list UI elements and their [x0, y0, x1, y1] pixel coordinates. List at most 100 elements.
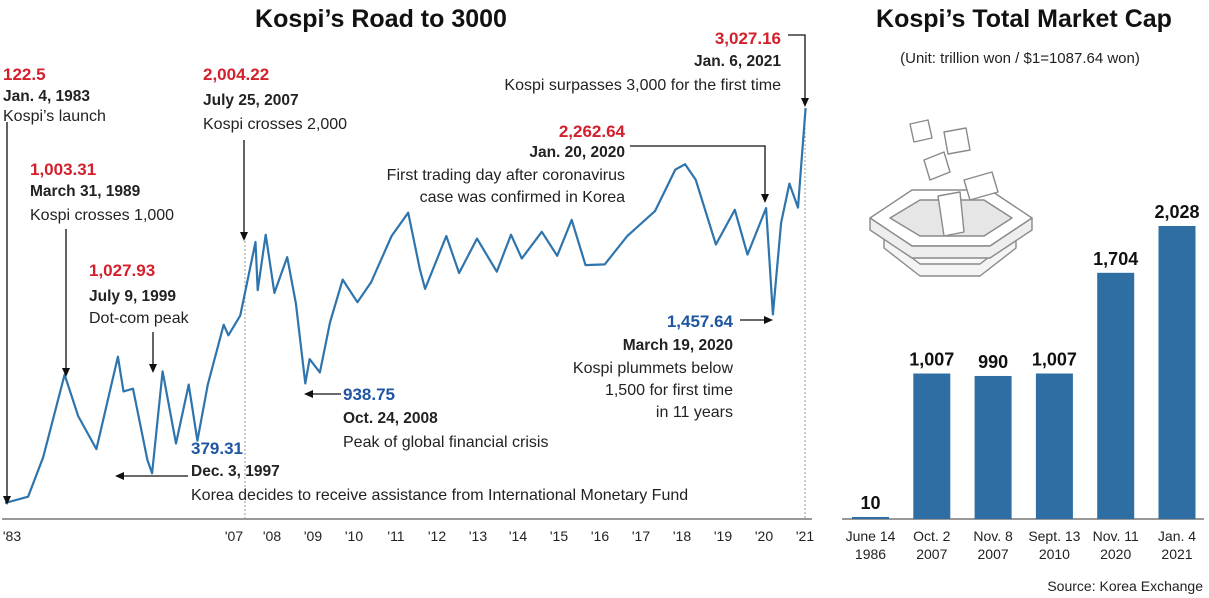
line-chart-title: Kospi’s Road to 3000: [255, 5, 507, 33]
bar: [913, 373, 951, 519]
bar-value-label: 1,007: [1032, 350, 1077, 370]
bar-chart-title: Kospi’s Total Market Cap: [876, 5, 1172, 33]
x-tick-label: '17: [632, 528, 650, 544]
annotation-value: 379.31: [191, 439, 243, 458]
bar-category-label: 2010: [1039, 546, 1070, 562]
annotation-text: Kospi’s launch: [3, 108, 106, 125]
annotation-date: Jan. 6, 2021: [694, 53, 781, 70]
x-tick-label: '20: [755, 528, 773, 544]
bar-category-label: Oct. 2: [913, 528, 951, 544]
annotation-date: March 31, 1989: [30, 183, 141, 200]
bar-chart-subtitle: (Unit: trillion won / $1=1087.64 won): [900, 50, 1140, 67]
bar-category-label: Sept. 13: [1028, 528, 1080, 544]
bar-value-label: 10: [860, 493, 880, 513]
annotation-2021: 3,027.16 Jan. 6, 2021 Kospi surpasses 3,…: [504, 29, 781, 94]
x-tick-label: '07: [225, 528, 243, 544]
arrowhead-1997: [115, 472, 124, 480]
leader-2020-jan: [630, 145, 766, 194]
annotation-value: 2,004.22: [203, 65, 269, 84]
bar-category-label: Nov. 11: [1093, 528, 1139, 544]
bar-category-label: 2021: [1161, 546, 1192, 562]
annotation-date: Jan. 4, 1983: [3, 88, 90, 105]
annotation-leaders: [3, 34, 809, 505]
annotation-value: 938.75: [343, 385, 395, 404]
x-tick-label: '12: [428, 528, 446, 544]
annotation-date: July 25, 2007: [203, 92, 299, 109]
x-tick-labels: '83 '07 '08 '09 '10 '11 '12 '13 '14 '15 '16 '17 '18 '…: [3, 528, 814, 544]
bar: [852, 517, 889, 519]
arrowhead-2008: [304, 390, 313, 398]
annotation-date: July 9, 1999: [89, 288, 176, 305]
x-tick-label: '18: [673, 528, 691, 544]
ballot-box-icon: [869, 119, 1033, 277]
annotation-value: 1,027.93: [89, 261, 155, 280]
annotation-1989: 1,003.31 March 31, 1989 Kospi crosses 1,…: [30, 160, 174, 224]
annotation-value: 1,457.64: [667, 312, 734, 331]
annotation-text: Kospi surpasses 3,000 for the first time: [504, 77, 781, 94]
source-note: Source: Korea Exchange: [1047, 578, 1203, 594]
arrowhead-1983: [3, 496, 11, 505]
annotation-date: Dec. 3, 1997: [191, 463, 280, 480]
bar-value-label: 1,704: [1093, 249, 1138, 269]
bar: [1035, 373, 1073, 519]
arrowhead-1999: [149, 364, 157, 373]
annotation-2020-jan: 2,262.64 Jan. 20, 2020 First trading day…: [387, 122, 626, 206]
annotation-text: in 11 years: [656, 404, 733, 421]
annotation-text: 1,500 for first time: [605, 382, 733, 399]
x-tick-label: '15: [550, 528, 568, 544]
bar: [974, 375, 1012, 519]
arrowhead-2007: [240, 232, 248, 241]
x-tick-label: '11: [387, 528, 404, 544]
annotation-text: Kospi crosses 2,000: [203, 116, 347, 133]
bar-group: 10 June 14 1986 1,007 Oct. 2 2007 990 Nov. 8 200…: [846, 202, 1200, 562]
leader-2021: [788, 34, 806, 98]
arrowhead-1989: [62, 368, 70, 377]
bar-category-label: Nov. 8: [973, 528, 1013, 544]
annotation-text: Dot-com peak: [89, 310, 190, 327]
x-tick-label: '21: [796, 528, 814, 544]
bar-value-label: 2,028: [1154, 202, 1199, 222]
bar-category-label: 2007: [916, 546, 947, 562]
annotation-date: March 19, 2020: [623, 337, 733, 354]
annotation-2020-mar: 1,457.64 March 19, 2020 Kospi plummets b…: [573, 312, 734, 421]
bar: [1097, 272, 1135, 519]
x-tick-label: '13: [469, 528, 487, 544]
x-tick-label: '08: [263, 528, 281, 544]
annotation-1997: 379.31 Dec. 3, 1997 Korea decides to rec…: [191, 439, 688, 504]
annotation-date: Oct. 24, 2008: [343, 410, 438, 427]
annotation-value: 3,027.16: [715, 29, 781, 48]
x-tick-label: '10: [345, 528, 363, 544]
bar-category-label: 2007: [978, 546, 1009, 562]
bar-category-label: June 14: [846, 528, 896, 544]
annotation-value: 122.5: [3, 65, 46, 84]
bar-category-label: 2020: [1100, 546, 1131, 562]
x-tick-label: '19: [714, 528, 732, 544]
annotation-text: Korea decides to receive assistance from…: [191, 487, 688, 504]
bar: [1158, 226, 1196, 519]
arrowhead-2021: [801, 98, 809, 107]
x-tick-label: '09: [304, 528, 322, 544]
bar-value-label: 990: [978, 352, 1008, 372]
bar-category-label: 1986: [855, 546, 886, 562]
x-tick-label: '83: [3, 528, 21, 544]
annotation-value: 1,003.31: [30, 160, 96, 179]
annotation-value: 2,262.64: [559, 122, 626, 141]
x-tick-label: '14: [509, 528, 527, 544]
arrowhead-2020-jan: [761, 194, 769, 203]
bar-value-label: 1,007: [909, 350, 954, 370]
annotation-text: Peak of global financial crisis: [343, 434, 548, 451]
annotation-1999: 1,027.93 July 9, 1999 Dot-com peak: [89, 261, 190, 327]
annotation-1983: 122.5 Jan. 4, 1983 Kospi’s launch: [3, 65, 106, 125]
annotation-text: case was confirmed in Korea: [420, 189, 626, 206]
annotation-text: Kospi plummets below: [573, 360, 734, 377]
annotation-2008: 938.75 Oct. 24, 2008 Peak of global fina…: [343, 385, 548, 451]
arrowhead-2020-mar: [764, 316, 773, 324]
annotation-2007: 2,004.22 July 25, 2007 Kospi crosses 2,0…: [203, 65, 347, 133]
x-tick-label: '16: [591, 528, 609, 544]
kospi-series-line: [4, 107, 807, 505]
annotation-text: First trading day after coronavirus: [387, 167, 625, 184]
bar-category-label: Jan. 4: [1158, 528, 1196, 544]
annotation-text: Kospi crosses 1,000: [30, 207, 174, 224]
annotation-date: Jan. 20, 2020: [529, 144, 625, 161]
